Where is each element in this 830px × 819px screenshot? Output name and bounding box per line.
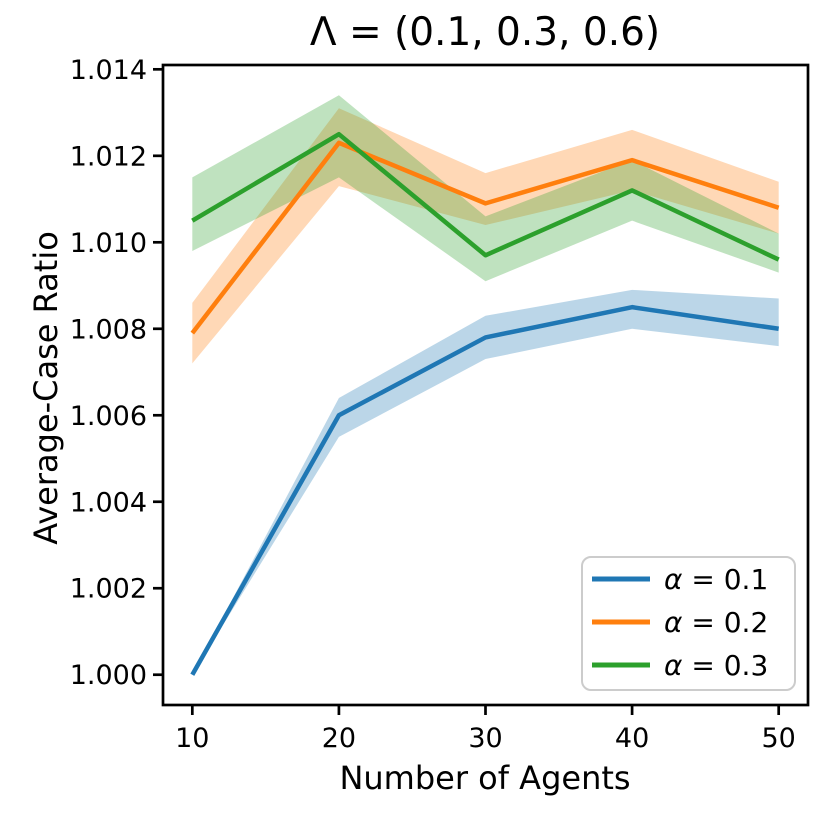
y-tick-label: 1.010	[70, 228, 147, 259]
y-tick-label: 1.004	[70, 487, 147, 518]
confidence-band-0	[192, 289, 779, 675]
x-tick-label: 10	[175, 723, 209, 754]
legend-label-1: α = 0.2	[664, 606, 768, 639]
legend-label-0: α = 0.1	[664, 563, 768, 596]
series-lines	[190, 131, 780, 676]
y-tick-label: 1.012	[70, 141, 147, 172]
y-tick-label: 1.014	[70, 55, 147, 86]
confidence-band-1	[192, 108, 779, 364]
series-line-1	[190, 140, 780, 335]
legend-box	[581, 556, 796, 691]
y-axis-label: Average-Case Ratio	[27, 231, 65, 545]
x-tick-label: 20	[322, 723, 356, 754]
y-axis-ticks: 1.000 1.002 1.004 1.006 1.008 1.010 1.012 1.014	[70, 55, 163, 691]
y-tick-label: 1.000	[70, 660, 147, 691]
legend: α = 0.1 α = 0.2 α = 0.3	[581, 556, 796, 691]
x-axis-label: Number of Agents	[339, 759, 630, 797]
series-line-2	[191, 131, 780, 262]
x-tick-label: 40	[615, 723, 649, 754]
y-tick-label: 1.002	[70, 574, 147, 605]
x-axis-ticks: 10 20 30 40 50	[175, 705, 796, 754]
legend-label-2: α = 0.3	[664, 649, 768, 682]
y-tick-label: 1.008	[70, 314, 147, 345]
chart-title: Λ = (0.1, 0.3, 0.6)	[310, 10, 660, 55]
x-tick-label: 50	[762, 723, 796, 754]
x-tick-label: 30	[468, 723, 502, 754]
series-line-0	[190, 304, 780, 676]
y-tick-label: 1.006	[70, 401, 147, 432]
